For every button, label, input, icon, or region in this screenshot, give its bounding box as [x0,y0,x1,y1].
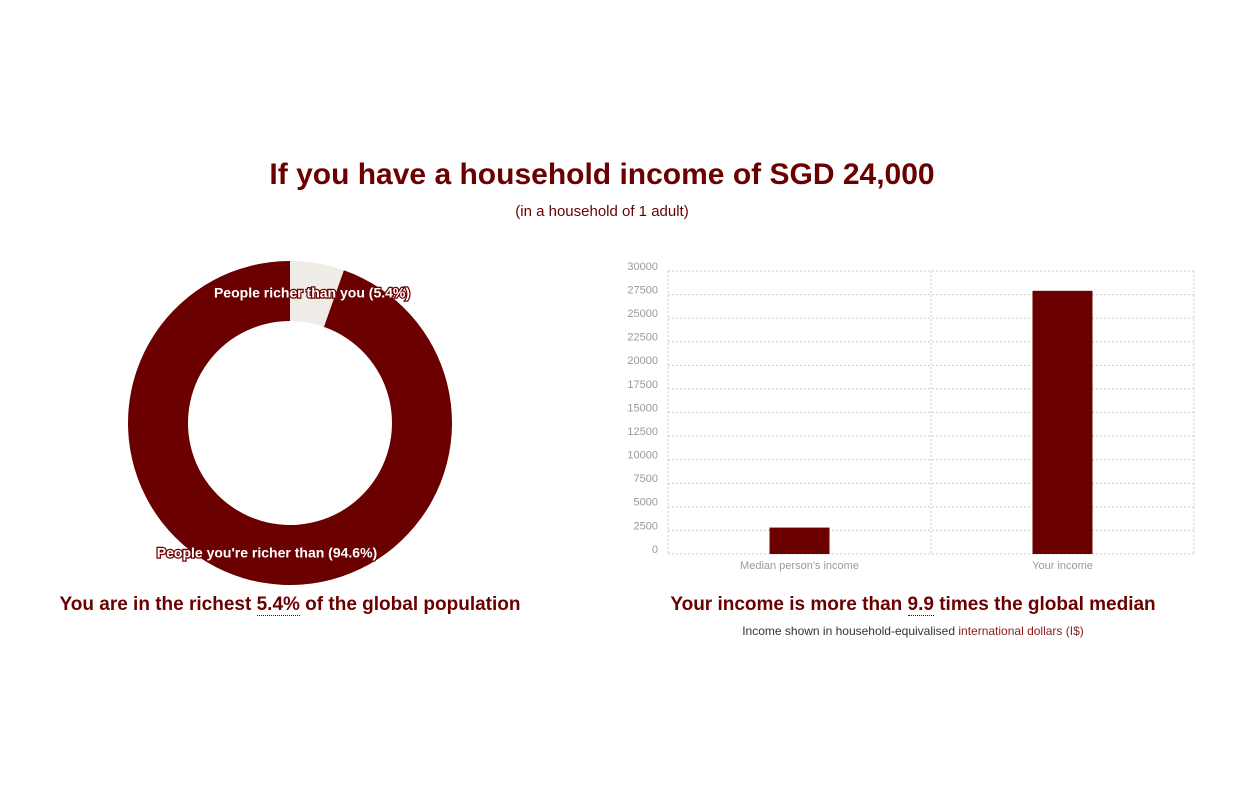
caption: You are in the richest 5.4% of the globa… [40,594,540,616]
page-title: If you have a household income of SGD 24… [269,158,935,191]
donut-slice [290,261,344,327]
caption-value: 9.9 [907,594,934,616]
slice-label: People richer than you (5.4%) [214,285,410,301]
caption-text: of the global population [299,594,521,615]
caption-text: You are in the richest [59,594,257,615]
caption-value: 5.4% [256,594,300,616]
y-tick-label: 27500 [627,284,658,296]
y-tick-label: 25000 [627,308,658,320]
y-tick-label: 30000 [627,261,658,273]
note-text: Income shown in household-equivalised [742,624,959,638]
y-tick-label: 2500 [634,520,658,532]
caption: Your income is more than 9.9 times the g… [663,594,1163,616]
y-tick-label: 10000 [627,450,658,462]
page-subtitle: (in a household of 1 adult) [515,203,689,220]
y-tick-label: 5000 [634,497,658,509]
y-tick-label: 15000 [627,402,658,414]
bar [769,527,830,554]
caption-text: times the global median [933,594,1156,615]
note-link[interactable]: international dollars (I$) [958,624,1084,638]
y-tick-label: 7500 [634,473,658,485]
y-tick-label: 17500 [627,379,658,391]
x-tick-label: Your income [1032,560,1093,572]
bar [1032,290,1093,554]
donut-slice [128,261,453,585]
y-tick-label: 12500 [627,426,658,438]
y-tick-label: 20000 [627,355,658,367]
y-tick-label: 22500 [627,332,658,344]
slice-label: People you're richer than (94.6%) [157,545,377,561]
caption-text: Your income is more than [670,594,908,615]
x-tick-label: Median person's income [740,560,859,572]
y-tick-label: 0 [652,544,658,556]
note: Income shown in household-equivalised in… [613,624,1213,638]
